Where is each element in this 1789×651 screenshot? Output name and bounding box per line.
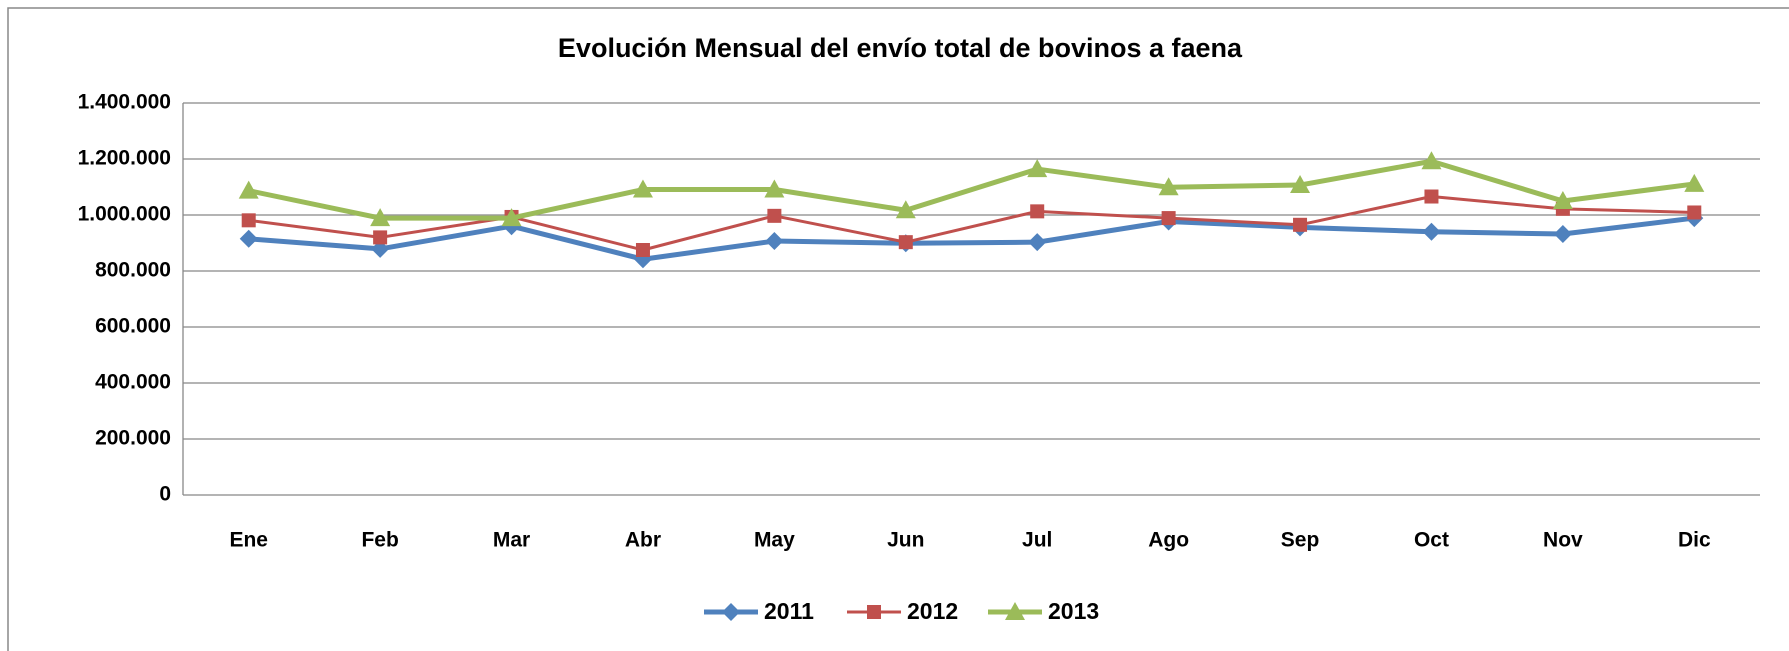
y-tick-label: 800.000 — [95, 259, 171, 282]
marker — [867, 605, 881, 619]
x-tick-label: Jun — [887, 529, 924, 552]
x-tick-label: Dic — [1678, 529, 1711, 552]
marker — [632, 179, 653, 198]
marker — [1161, 211, 1176, 226]
marker — [1028, 233, 1047, 252]
marker — [373, 230, 388, 245]
legend-label: 2013 — [1048, 598, 1099, 624]
series-line — [248, 215, 1695, 262]
marker — [635, 243, 650, 257]
marker — [241, 213, 256, 228]
marker — [898, 235, 913, 250]
marker — [370, 208, 391, 227]
marker — [895, 200, 916, 219]
x-tick-label: Feb — [361, 529, 398, 552]
x-tick-label: May — [754, 529, 795, 552]
marker — [1030, 204, 1045, 219]
marker — [1293, 217, 1308, 232]
x-tick-label: Ago — [1148, 529, 1189, 552]
marker — [1027, 159, 1048, 178]
y-tick-label: 200.000 — [95, 427, 171, 450]
marker — [767, 208, 782, 223]
marker — [1005, 602, 1025, 620]
marker — [1422, 222, 1441, 241]
marker — [1290, 175, 1311, 194]
marker — [239, 229, 258, 248]
marker — [1424, 189, 1439, 204]
x-tick-label: Jul — [1022, 529, 1052, 552]
marker — [1553, 225, 1572, 244]
y-tick-label: 600.000 — [95, 315, 171, 338]
series-line — [248, 158, 1695, 221]
chart-frame — [7, 7, 1789, 651]
marker — [1684, 173, 1705, 192]
x-tick-label: Oct — [1414, 529, 1449, 552]
marker — [238, 180, 259, 199]
chart-title: Evolución Mensual del envío total de bov… — [558, 33, 1243, 63]
legend-label: 2011 — [764, 598, 814, 624]
x-tick-label: Sep — [1281, 529, 1320, 552]
marker — [765, 232, 784, 251]
y-tick-label: 400.000 — [95, 371, 171, 394]
marker — [764, 179, 785, 198]
y-tick-label: 1.000.000 — [78, 203, 171, 226]
x-tick-label: Abr — [625, 529, 661, 552]
y-tick-label: 1.400.000 — [78, 91, 171, 114]
marker — [1687, 205, 1702, 220]
y-tick-label: 0 — [159, 483, 171, 506]
y-tick-label: 1.200.000 — [78, 147, 171, 170]
x-tick-label: Ene — [229, 529, 268, 552]
legend-label: 2012 — [907, 598, 958, 624]
marker — [501, 208, 522, 227]
marker — [1158, 177, 1179, 196]
marker — [1552, 191, 1573, 209]
marker — [1421, 151, 1442, 170]
x-tick-label: Mar — [493, 529, 530, 552]
marker — [722, 603, 740, 621]
x-tick-label: Nov — [1543, 529, 1583, 552]
